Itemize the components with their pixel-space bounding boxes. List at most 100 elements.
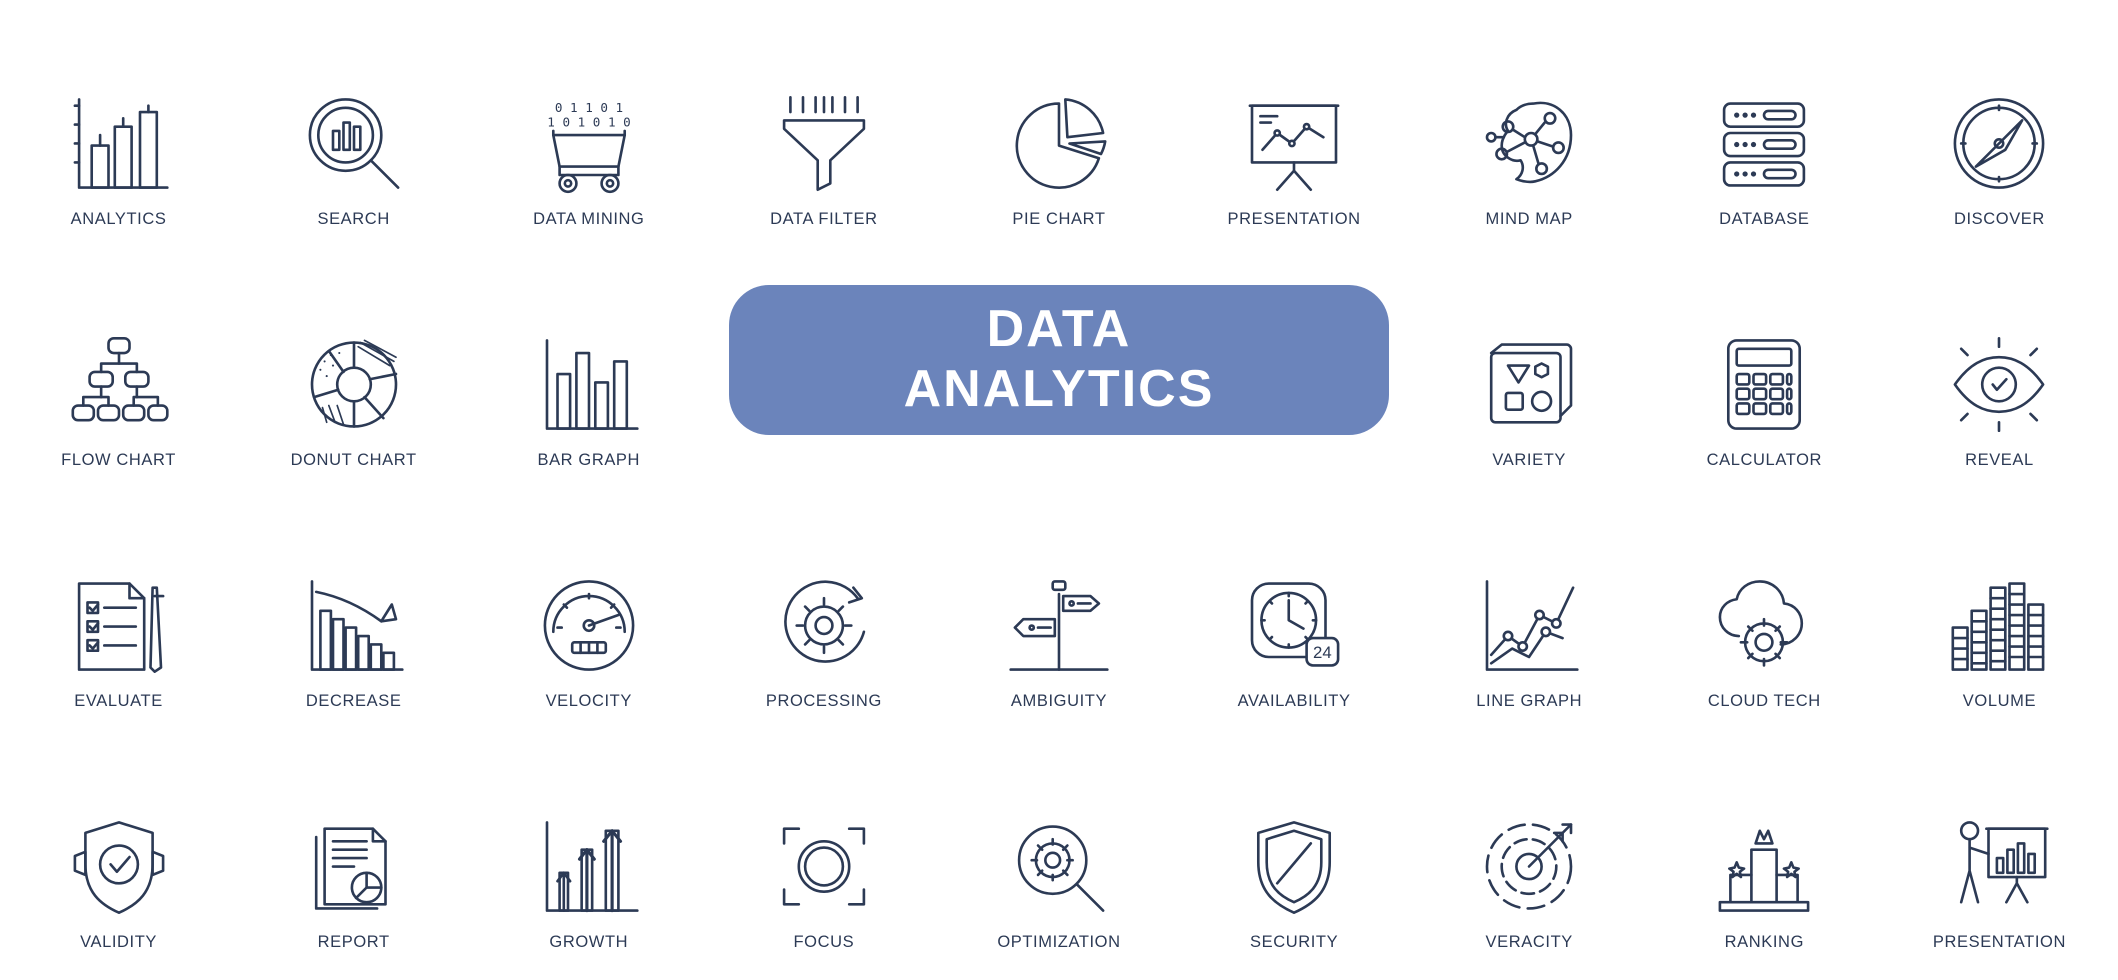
cell-velocity: VELOCITY	[494, 510, 683, 711]
cloud-tech-icon	[1709, 573, 1819, 678]
label-ambiguity: AMBIGUITY	[1011, 692, 1107, 711]
label-decrease: DECREASE	[306, 692, 402, 711]
label-velocity: VELOCITY	[546, 692, 632, 711]
cell-security: SECURITY	[1200, 751, 1389, 952]
decrease-icon	[299, 573, 409, 678]
label-volume: VOLUME	[1963, 692, 2036, 711]
label-calculator: CALCULATOR	[1707, 451, 1822, 470]
title-line2: ANALYTICS	[904, 360, 1215, 418]
label-reveal: REVEAL	[1965, 451, 2034, 470]
cell-cloud-tech: CLOUD TECH	[1670, 510, 1859, 711]
label-evaluate: EVALUATE	[74, 692, 163, 711]
label-line-graph: LINE GRAPH	[1476, 692, 1582, 711]
data-filter-icon	[769, 91, 879, 196]
data-mining-icon: 0 1 1 0 1 1 0 1 0 1 0	[534, 91, 644, 196]
cell-line-graph: LINE GRAPH	[1435, 510, 1624, 711]
cell-processing: PROCESSING	[729, 510, 918, 711]
label-search: SEARCH	[317, 210, 389, 229]
label-mind-map: MIND MAP	[1486, 210, 1573, 229]
label-analytics: ANALYTICS	[71, 210, 167, 229]
discover-icon	[1944, 91, 2054, 196]
label-validity: VALIDITY	[80, 933, 157, 952]
cell-mind-map: MIND MAP	[1435, 28, 1624, 229]
cell-search: SEARCH	[259, 28, 448, 229]
cell-growth: GROWTH	[494, 751, 683, 952]
label-data-filter: DATA FILTER	[770, 210, 877, 229]
cell-availability: 24 AVAILABILITY	[1200, 510, 1389, 711]
database-icon	[1709, 91, 1819, 196]
label-donut-chart: DONUT CHART	[291, 451, 417, 470]
label-focus: FOCUS	[794, 933, 855, 952]
cell-focus: FOCUS	[729, 751, 918, 952]
label-report: REPORT	[318, 933, 390, 952]
svg-text:0 1 1 0 1: 0 1 1 0 1	[555, 100, 623, 115]
search-icon	[299, 91, 409, 196]
label-flow-chart: FLOW CHART	[61, 451, 176, 470]
cell-reveal: REVEAL	[1905, 269, 2094, 470]
label-veracity: VERACITY	[1486, 933, 1573, 952]
label-database: DATABASE	[1719, 210, 1809, 229]
title-text: DATA ANALYTICS	[904, 300, 1215, 420]
label-presentation: PRESENTATION	[1228, 210, 1361, 229]
cell-calculator: CALCULATOR	[1670, 269, 1859, 470]
presentation-board-icon	[1239, 91, 1349, 196]
cell-database: DATABASE	[1670, 28, 1859, 229]
cell-evaluate: EVALUATE	[24, 510, 213, 711]
cell-ambiguity: AMBIGUITY	[964, 510, 1153, 711]
reveal-icon	[1944, 332, 2054, 437]
cell-analytics: ANALYTICS	[24, 28, 213, 229]
mind-map-icon	[1474, 91, 1584, 196]
cell-bar-graph: BAR GRAPH	[494, 269, 683, 470]
ambiguity-icon	[1004, 573, 1114, 678]
cell-donut-chart: DONUT CHART	[259, 269, 448, 470]
analytics-icon	[64, 91, 174, 196]
veracity-icon	[1474, 814, 1584, 919]
label-growth: GROWTH	[549, 933, 628, 952]
security-icon	[1239, 814, 1349, 919]
focus-icon	[769, 814, 879, 919]
cell-decrease: DECREASE	[259, 510, 448, 711]
cell-presentation: PRESENTATION	[1200, 28, 1389, 229]
variety-icon	[1474, 332, 1584, 437]
cell-data-mining: 0 1 1 0 1 1 0 1 0 1 0 DATA MINING	[494, 28, 683, 229]
label-security: SECURITY	[1250, 933, 1338, 952]
label-variety: VARIETY	[1492, 451, 1566, 470]
ranking-icon	[1709, 814, 1819, 919]
label-ranking: RANKING	[1725, 933, 1804, 952]
label-cloud-tech: CLOUD TECH	[1708, 692, 1821, 711]
growth-icon	[534, 814, 644, 919]
cell-pie-chart: PIE CHART	[964, 28, 1153, 229]
cell-ranking: RANKING	[1670, 751, 1859, 952]
title-badge: DATA ANALYTICS	[729, 285, 1388, 435]
label-presentation2: PRESENTATION	[1933, 933, 2066, 952]
cell-data-filter: DATA FILTER	[729, 28, 918, 229]
availability-icon: 24	[1239, 573, 1349, 678]
cell-validity: VALIDITY	[24, 751, 213, 952]
svg-text:24: 24	[1313, 643, 1332, 662]
svg-text:1 0 1 0 1 0: 1 0 1 0 1 0	[547, 115, 630, 130]
velocity-icon	[534, 573, 644, 678]
cell-veracity: VERACITY	[1435, 751, 1624, 952]
cell-volume: VOLUME	[1905, 510, 2094, 711]
label-pie-chart: PIE CHART	[1012, 210, 1105, 229]
cell-flow-chart: FLOW CHART	[24, 269, 213, 470]
optimization-icon	[1004, 814, 1114, 919]
line-graph-icon	[1474, 573, 1584, 678]
label-availability: AVAILABILITY	[1238, 692, 1351, 711]
processing-icon	[769, 573, 879, 678]
bar-graph-icon	[534, 332, 644, 437]
label-optimization: OPTIMIZATION	[997, 933, 1120, 952]
icon-grid: ANALYTICS SEARCH 0 1 1 0 1 1 0 1 0 1 0	[0, 0, 2118, 980]
label-data-mining: DATA MINING	[533, 210, 644, 229]
label-discover: DISCOVER	[1954, 210, 2045, 229]
cell-variety: VARIETY	[1435, 269, 1624, 470]
cell-optimization: OPTIMIZATION	[964, 751, 1153, 952]
calculator-icon	[1709, 332, 1819, 437]
title-line1: DATA	[987, 300, 1132, 358]
donut-chart-icon	[299, 332, 409, 437]
pie-chart-icon	[1004, 91, 1114, 196]
validity-icon	[64, 814, 174, 919]
volume-icon	[1944, 573, 2054, 678]
label-processing: PROCESSING	[766, 692, 882, 711]
cell-discover: DISCOVER	[1905, 28, 2094, 229]
